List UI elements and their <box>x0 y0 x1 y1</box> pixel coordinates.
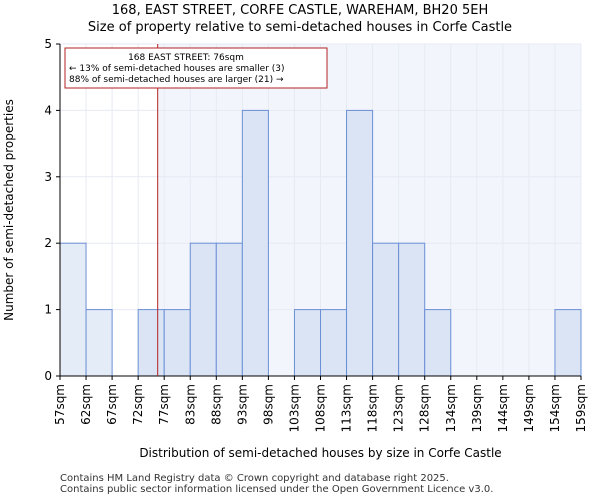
bar <box>320 309 348 377</box>
y-tick-label: 1 <box>44 303 52 317</box>
x-tick-label: 159sqm <box>574 384 588 432</box>
x-tick-label: 67sqm <box>105 384 119 425</box>
y-axis-label: Number of semi-detached properties <box>2 99 16 321</box>
x-tick-label: 83sqm <box>183 384 197 425</box>
x-tick-label: 72sqm <box>131 384 145 425</box>
bar <box>424 309 452 377</box>
footer-line-1: Contains HM Land Registry data © Crown c… <box>60 473 449 484</box>
annotation-box <box>64 47 328 89</box>
x-tick-label: 93sqm <box>235 384 249 425</box>
x-tick-label: 139sqm <box>470 384 484 432</box>
y-tick-label: 3 <box>44 170 52 184</box>
annotation-text: 88% of semi-detached houses are larger (… <box>69 75 284 85</box>
y-tick-label: 4 <box>44 103 52 117</box>
annotation-text: 168 EAST STREET: 76sqm <box>128 53 244 63</box>
x-tick-label: 144sqm <box>496 384 510 432</box>
bar <box>215 242 243 377</box>
x-tick-label: 57sqm <box>53 384 67 425</box>
x-tick-label: 128sqm <box>418 384 432 432</box>
chart-subtitle: Size of property relative to semi-detach… <box>87 20 513 35</box>
x-tick-label: 134sqm <box>444 384 458 432</box>
x-tick-label: 103sqm <box>287 384 301 432</box>
x-tick-label: 149sqm <box>522 384 536 432</box>
bar <box>241 109 269 377</box>
bar <box>59 242 87 377</box>
bar <box>85 309 113 377</box>
bar <box>372 242 400 377</box>
x-tick-label: 108sqm <box>314 384 328 432</box>
y-tick-label: 0 <box>44 369 52 383</box>
x-tick-label: 62sqm <box>79 384 93 425</box>
footer-line-2: Contains public sector information licen… <box>60 484 494 495</box>
x-tick-label: 154sqm <box>548 384 562 432</box>
y-tick-label: 2 <box>44 236 52 250</box>
y-tick-label: 5 <box>44 37 52 51</box>
bar <box>189 242 217 377</box>
x-tick-label: 118sqm <box>366 384 380 432</box>
x-tick-label: 77sqm <box>157 384 171 425</box>
x-tick-label: 88sqm <box>209 384 223 425</box>
bar <box>346 109 374 377</box>
chart-title: 168, EAST STREET, CORFE CASTLE, WAREHAM,… <box>111 3 489 18</box>
bar <box>137 309 165 377</box>
bar <box>554 309 582 377</box>
bar <box>163 309 191 377</box>
bar <box>398 242 426 377</box>
bar <box>293 309 322 377</box>
x-tick-label: 123sqm <box>392 384 406 432</box>
x-axis-label: Distribution of semi-detached houses by … <box>139 446 501 460</box>
annotation-text: ← 13% of semi-detached houses are smalle… <box>69 64 285 74</box>
x-tick-label: 113sqm <box>340 384 354 432</box>
x-tick-label: 98sqm <box>261 384 275 425</box>
